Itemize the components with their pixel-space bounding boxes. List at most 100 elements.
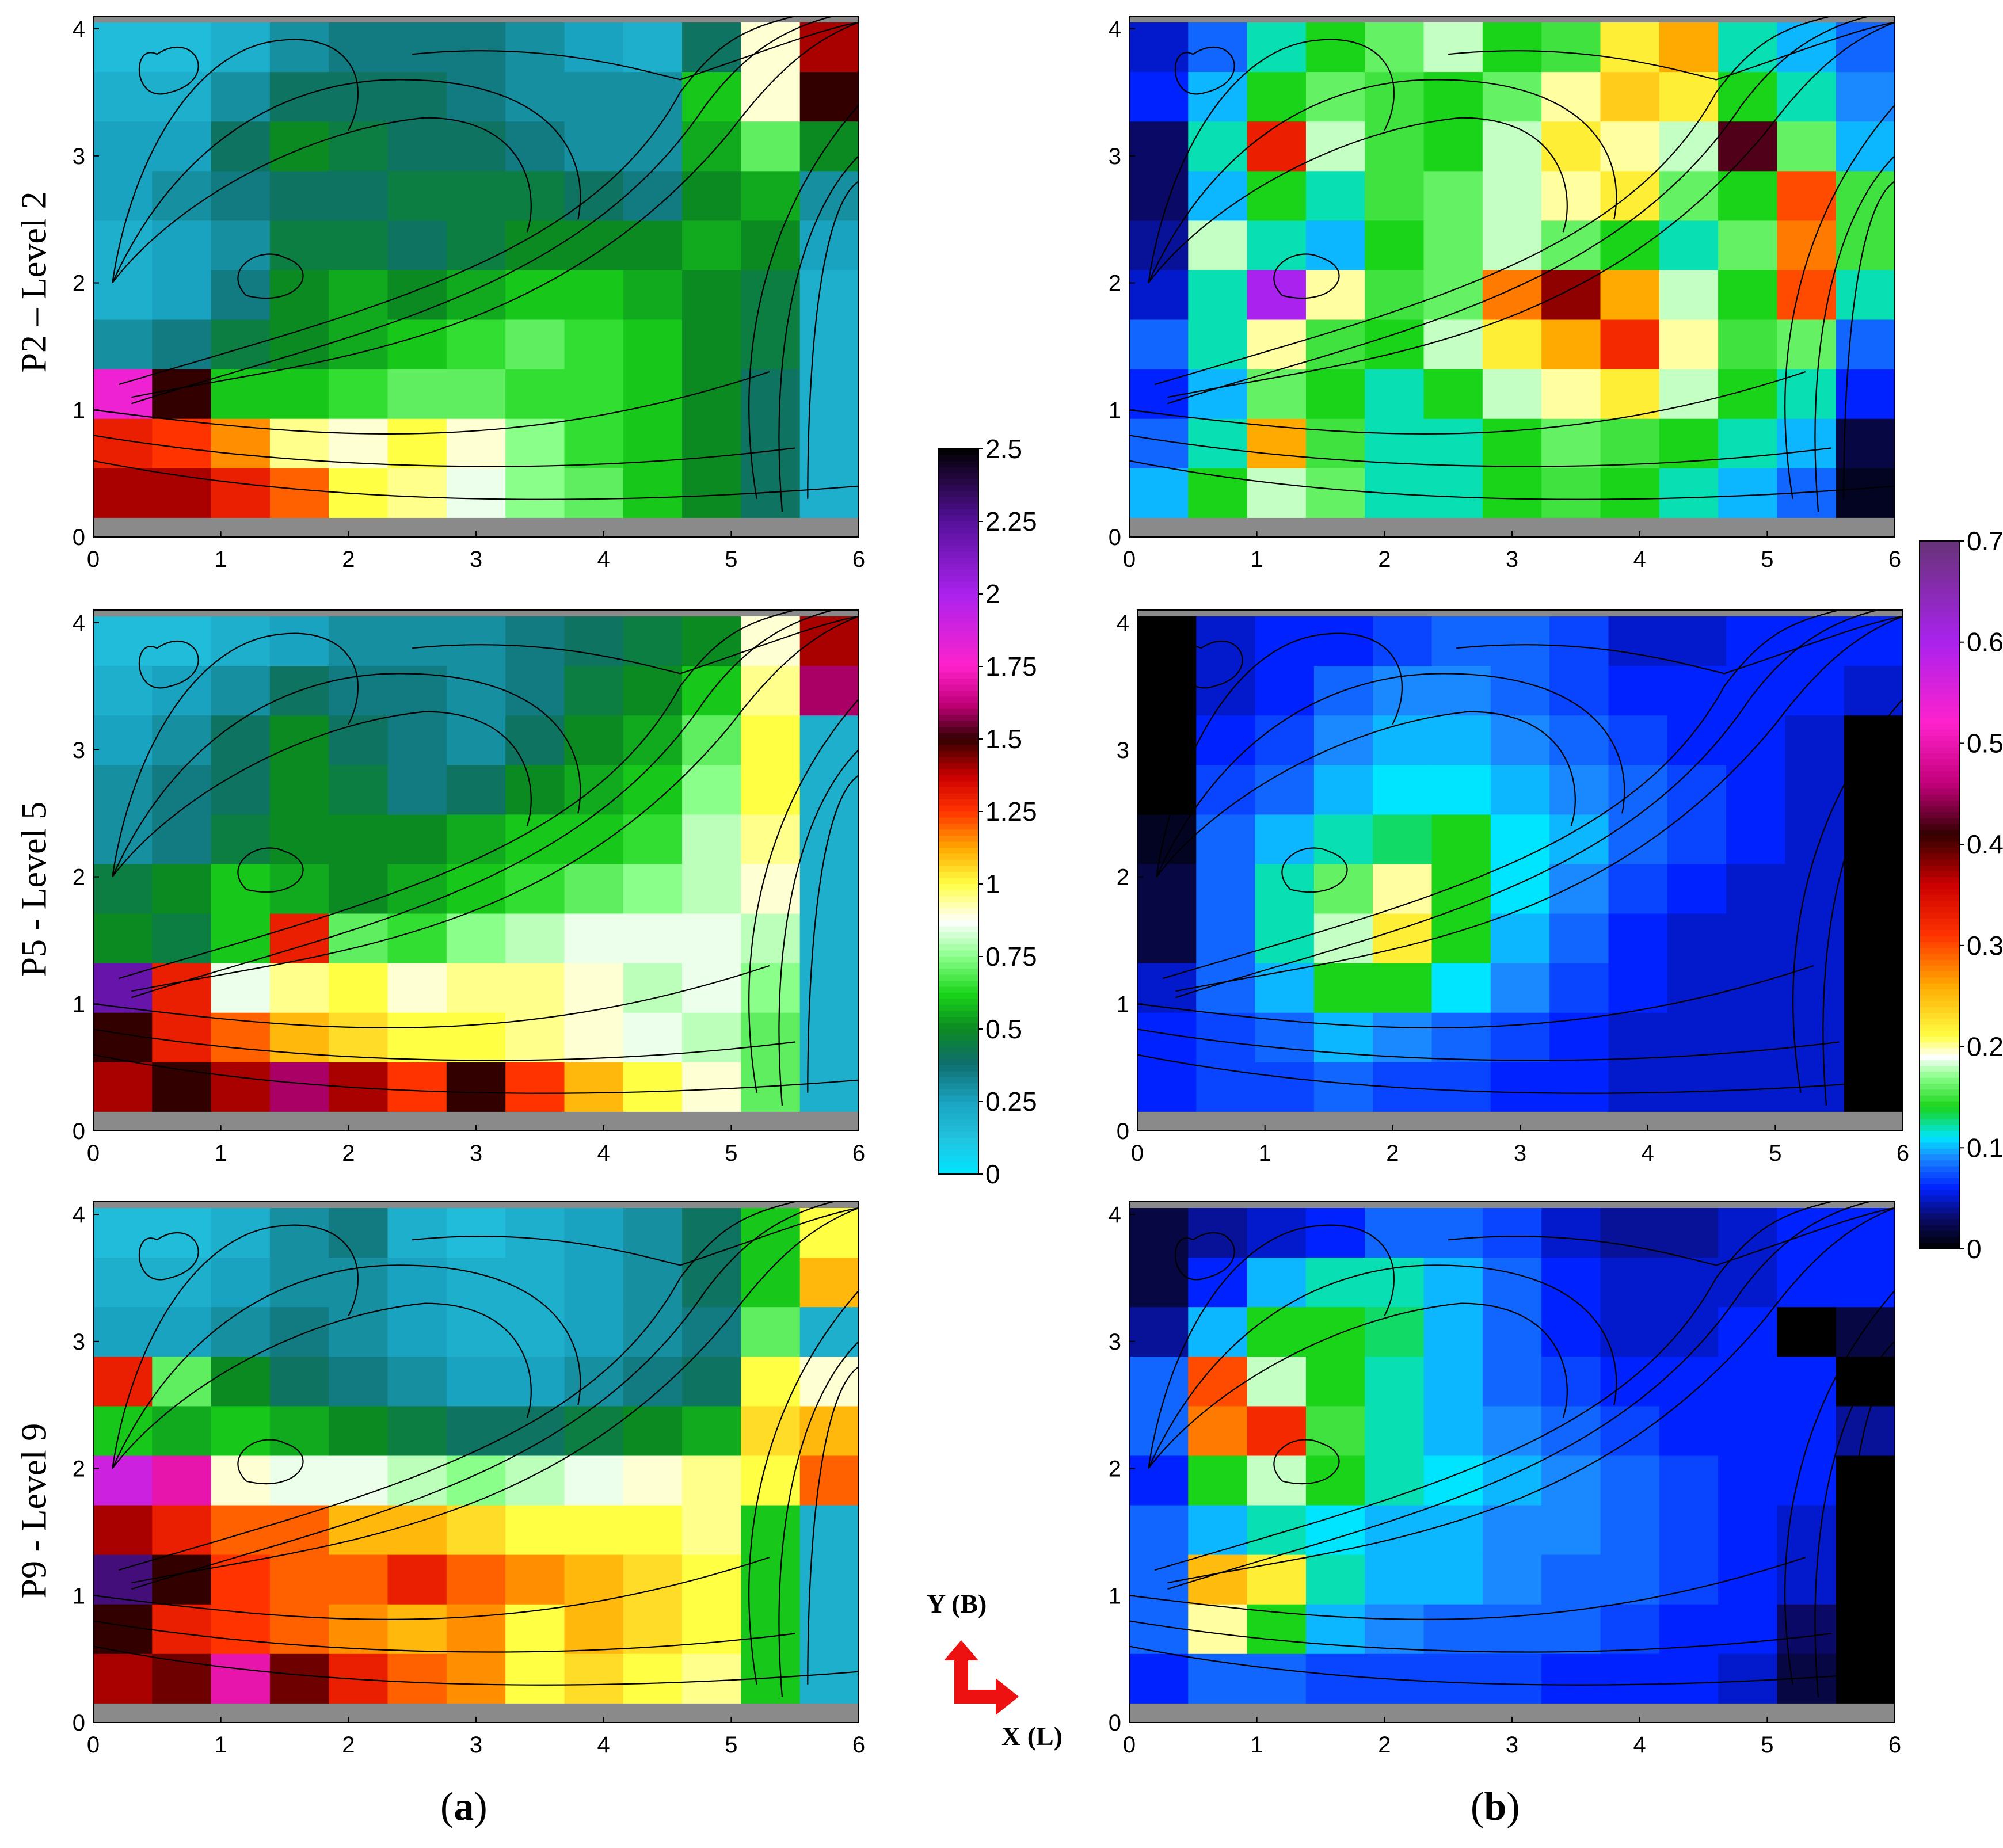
streamline (1174, 1232, 1235, 1281)
heatmap-cells (93, 616, 859, 1112)
colorbar-step (1920, 1007, 1960, 1013)
colorbar-step (1920, 1037, 1960, 1043)
heatmap-cell (623, 1653, 683, 1704)
heatmap-cell (682, 814, 742, 865)
colorbar-step (938, 473, 978, 480)
heatmap-cell (152, 270, 212, 321)
colorbar-step (938, 1144, 978, 1150)
colorbar-step (1920, 647, 1960, 654)
heatmap-cell (1482, 22, 1542, 73)
streamline (1273, 1439, 1340, 1485)
streamline (412, 615, 859, 675)
heatmap-cell (1129, 1604, 1189, 1655)
colorbar-step (1920, 1054, 1960, 1061)
colorbar-step (1920, 670, 1960, 677)
colorbar-step (938, 485, 978, 492)
colorbar-step (938, 696, 978, 703)
heatmap-cell (1423, 171, 1483, 222)
heatmap-cell (446, 814, 506, 865)
y-tick-label: 4 (1109, 1202, 1121, 1228)
heatmap-cell (93, 1062, 153, 1112)
heatmap-cell (505, 913, 565, 964)
streamline (1148, 1302, 1568, 1469)
heatmap-cell (1541, 1554, 1601, 1605)
heatmap-cell (741, 270, 801, 321)
y-tick-label: 3 (1109, 1329, 1121, 1355)
heatmap-cell (1247, 319, 1307, 370)
heatmap-cell (1718, 171, 1778, 222)
heatmap-cell (1188, 1604, 1248, 1655)
heatmap-cell (329, 1307, 389, 1358)
heatmap-cell (93, 1307, 153, 1358)
heatmap-cell (446, 1505, 506, 1556)
colorbar-step (938, 1089, 978, 1096)
x-tick-label: 4 (1633, 1732, 1646, 1758)
colorbar-step (1920, 865, 1960, 872)
colorbar-step (938, 624, 978, 631)
heatmap-cell (1659, 220, 1719, 271)
heatmap-cell (269, 814, 329, 865)
heatmap-cell (799, 171, 859, 222)
heatmap-cell (1431, 1012, 1491, 1063)
heatmap-cell (1482, 1505, 1542, 1556)
heatmap-cell (1129, 1307, 1189, 1358)
heatmap-cell (1129, 22, 1189, 73)
colorbar-step (1920, 558, 1960, 565)
heatmap-cell (505, 171, 565, 222)
heatmap-cell (1600, 1208, 1660, 1258)
colorbar-step (1920, 1119, 1960, 1126)
heatmap-cell (93, 913, 153, 964)
heatmap-cell (1844, 715, 1903, 766)
y-tick-label: 3 (73, 738, 85, 763)
heatmap-cell (211, 1062, 271, 1112)
heatmap-cell (1365, 220, 1425, 271)
heatmap-cell (682, 270, 742, 321)
heatmap-cell (446, 1406, 506, 1457)
heatmap-cell (1188, 1505, 1248, 1556)
colorbar-step (1920, 623, 1960, 630)
streamline (118, 609, 795, 980)
heatmap-cell (682, 1208, 742, 1258)
heatmap-cell (1541, 418, 1601, 469)
heatmap-cell (329, 715, 389, 766)
streamline (93, 965, 770, 1028)
colorbar-step (938, 962, 978, 969)
colorbar-step (938, 515, 978, 522)
colorbar-step (1920, 818, 1960, 825)
heatmap-cell (564, 418, 624, 469)
y-tick-label: 3 (1117, 738, 1129, 763)
heatmap-cell (1608, 963, 1668, 1013)
heatmap-cell (446, 22, 506, 73)
x-tick-label: 0 (87, 1732, 100, 1758)
heatmap-cell (1255, 666, 1315, 716)
heatmap-cell (1305, 1307, 1365, 1358)
heatmap-cell (505, 1062, 565, 1112)
heatmap-cell (1188, 220, 1248, 271)
heatmap-cell (152, 1406, 212, 1457)
heatmap-cell (623, 963, 683, 1013)
heatmap-cell (387, 765, 447, 816)
colorbar-tick-label: 1.75 (985, 651, 1037, 681)
heatmap-cell (623, 1406, 683, 1457)
heatmap-cell (1490, 864, 1550, 915)
colorbar-step (938, 497, 978, 504)
colorbar-step (938, 999, 978, 1005)
heatmap-cell (1659, 319, 1719, 370)
heatmap-cell (799, 468, 859, 519)
heatmap-cell (1305, 1357, 1365, 1407)
heatmap-cell (1600, 369, 1660, 420)
colorbar-step (938, 503, 978, 510)
heatmap-cell (799, 1455, 859, 1506)
streamline (1851, 775, 1903, 1093)
colorbar-step (938, 708, 978, 715)
heatmap-cell (93, 22, 153, 73)
heatmap-cell (269, 1455, 329, 1506)
streamline (1154, 1201, 1831, 1571)
y-tick-label: 0 (1109, 525, 1121, 550)
heatmap-cell (1718, 1406, 1778, 1457)
colorbar-step (1920, 936, 1960, 943)
heatmap-cell (1188, 468, 1248, 519)
colorbar-step (1920, 712, 1960, 719)
streamline (748, 698, 859, 1093)
colorbar-step (938, 811, 978, 818)
